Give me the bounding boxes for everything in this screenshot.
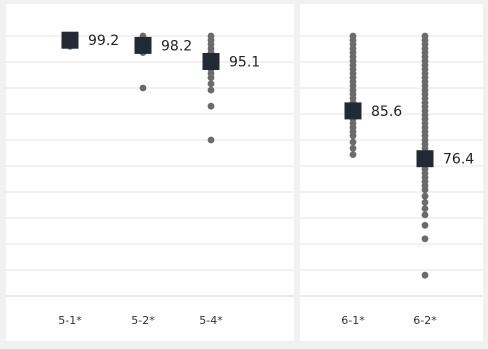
x-tick-label: 5-2*	[131, 314, 155, 327]
x-tick-label: 5-1*	[58, 314, 82, 327]
panel-2: 85.6 6-1* 76.4 6-2*	[300, 4, 483, 341]
panel-background	[6, 4, 294, 341]
chart-panels: 99.2 5-1* 98.2 5-2* 95.1 5-4* 85.6 6-1* 76.4 6-2*	[6, 4, 483, 341]
data-point	[421, 271, 429, 279]
data-point	[421, 235, 429, 243]
mean-value-label: 95.1	[229, 55, 260, 71]
mean-marker	[344, 102, 362, 120]
mean-marker	[134, 36, 152, 54]
data-point	[207, 74, 215, 81]
category-6-2: 76.4 6-2*	[413, 32, 474, 327]
data-point	[421, 205, 429, 213]
data-point	[349, 144, 357, 152]
panel-background	[300, 4, 483, 341]
data-point	[421, 192, 429, 200]
data-point	[421, 221, 429, 229]
panel-1: 99.2 5-1* 98.2 5-2* 95.1 5-4*	[6, 4, 294, 341]
mean-value-label: 98.2	[161, 38, 192, 54]
data-point	[207, 102, 215, 110]
mean-value-label: 76.4	[443, 152, 474, 168]
data-point	[349, 132, 357, 140]
mean-value-label: 85.6	[371, 104, 402, 120]
category-5-4: 95.1 5-4*	[199, 32, 260, 327]
mean-marker	[61, 31, 79, 49]
data-point	[349, 151, 357, 159]
data-point	[207, 136, 215, 144]
x-tick-label: 6-1*	[341, 314, 365, 327]
x-tick-label: 6-2*	[413, 314, 437, 327]
data-point	[349, 138, 357, 146]
data-point	[421, 199, 429, 206]
category-5-1: 99.2 5-1*	[58, 31, 119, 327]
data-point	[207, 80, 215, 88]
data-point	[207, 86, 215, 94]
mean-marker	[202, 53, 220, 70]
category-6-1: 85.6 6-1*	[341, 32, 402, 327]
data-point	[421, 186, 429, 194]
mean-marker	[416, 150, 434, 168]
category-5-2: 98.2 5-2*	[131, 32, 192, 327]
mean-value-label: 99.2	[88, 33, 119, 49]
data-point	[139, 84, 147, 92]
data-point	[421, 211, 429, 219]
x-tick-label: 5-4*	[199, 314, 223, 327]
